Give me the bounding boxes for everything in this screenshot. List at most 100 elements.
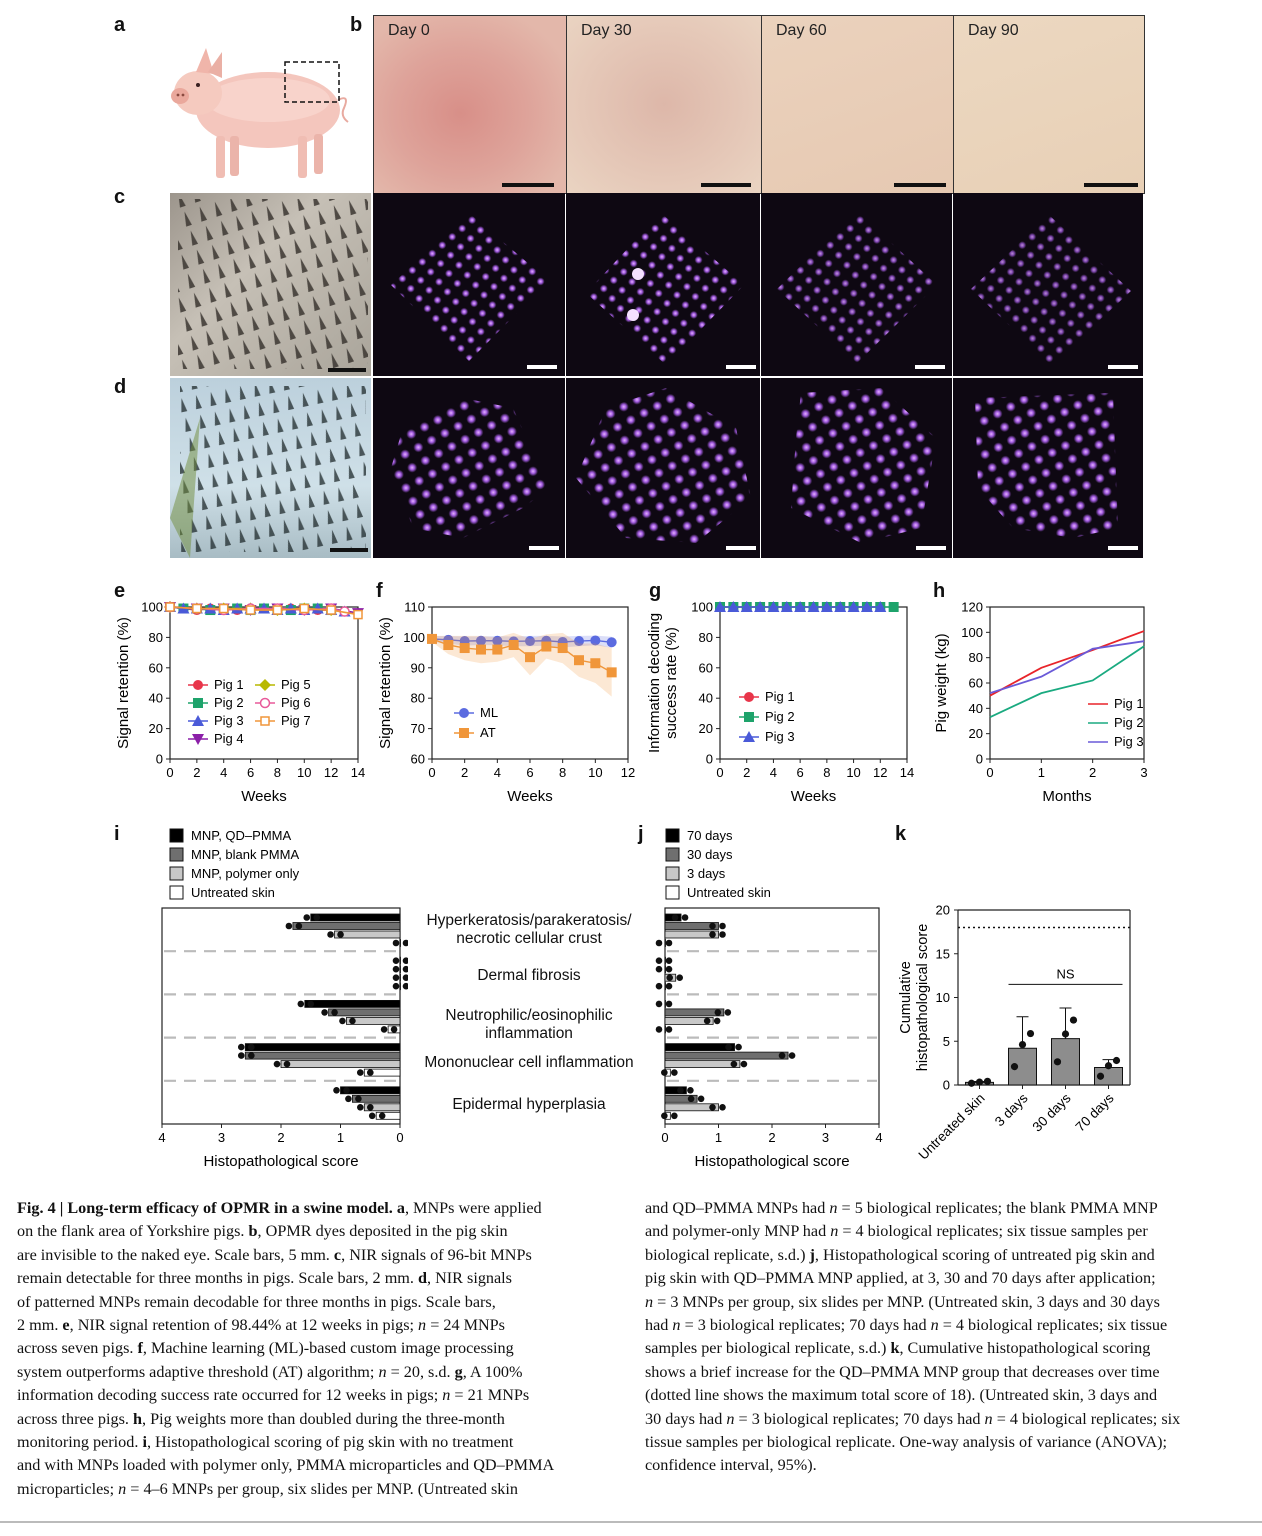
y-tick-label: 120 (961, 600, 983, 615)
x-tick-label: 4 (220, 765, 227, 780)
data-point (326, 605, 336, 615)
legend-label: Pig 1 (765, 689, 795, 704)
data-point (285, 922, 293, 930)
data-point (402, 974, 408, 981)
bar (304, 999, 401, 1008)
legend-marker (259, 697, 271, 709)
x-tick-label: Untreated skin (915, 1091, 987, 1163)
data-point (402, 939, 408, 947)
application-site-box (284, 61, 340, 103)
x-tick-label: 0 (986, 765, 993, 780)
legend-marker (259, 679, 271, 691)
x-tick-label: 1 (1038, 765, 1045, 780)
data-point (1069, 1016, 1078, 1024)
legend-item: Untreated skin (665, 885, 771, 900)
y-tick-label: 20 (699, 721, 713, 736)
legend-label: Pig 6 (281, 695, 311, 710)
data-point (313, 914, 321, 921)
data-point (655, 939, 663, 947)
x-tick-label: 0 (661, 1130, 668, 1145)
y-tick-label: 15 (936, 946, 950, 961)
scale-bar (1084, 183, 1138, 187)
legend-label: AT (480, 725, 496, 740)
page-divider (0, 1521, 1262, 1523)
series-pig-3 (989, 640, 1145, 694)
x-tick-label: 8 (823, 765, 830, 780)
bar (351, 1094, 401, 1103)
data-point (311, 602, 324, 614)
day-label: Day 0 (388, 22, 430, 39)
day-label: Day 60 (776, 22, 827, 39)
microneedle-pattern (178, 199, 368, 369)
data-point (794, 601, 807, 612)
data-point (367, 1104, 374, 1111)
caption-line: and QD–PMMA MNPs had n = 5 biological re… (645, 1199, 1158, 1217)
chart-pig-weight: 0 1 2 3 0 20 40 60 80 100 120 Months Pig weight (kg)… (933, 600, 1148, 806)
panel-label-f: f (376, 580, 383, 602)
legend-label: 30 days (687, 847, 733, 862)
data-point (192, 603, 202, 614)
legend-label: ML (480, 705, 498, 720)
data-point (590, 658, 601, 669)
bar (664, 922, 719, 930)
caption-line: system outperforms adaptive threshold (A… (17, 1362, 523, 1381)
y-axis-label: success rate (%) (663, 627, 680, 739)
data-point (525, 636, 535, 647)
data-point (709, 931, 716, 938)
scale-bar (916, 546, 946, 550)
data-point (343, 1087, 350, 1094)
x-tick-label: 6 (247, 765, 254, 780)
legend-swatch (169, 828, 184, 843)
legend-item: 3 days (665, 866, 726, 881)
series-line (989, 645, 1145, 719)
data-point (392, 965, 400, 973)
data-point (1104, 1062, 1113, 1070)
scale-bar (330, 548, 368, 552)
y-tick-label: 10 (936, 990, 950, 1005)
legend-label: MNP, QD–PMMA (191, 828, 291, 843)
x-tick-label: 6 (526, 765, 533, 780)
legend-item: MNP, polymer only (169, 866, 300, 881)
data-point (983, 1077, 992, 1085)
data-point (299, 603, 310, 614)
data-point (333, 1087, 340, 1094)
y-axis-label: Cumulative (898, 961, 914, 1034)
data-point (392, 939, 400, 947)
data-point (427, 633, 437, 644)
y-tick-label: 0 (943, 1078, 950, 1093)
bar (399, 956, 401, 965)
data-point (606, 667, 617, 678)
x-tick-label: 3 days (992, 1090, 1031, 1129)
panel-label-k: k (895, 823, 907, 845)
data-point (557, 643, 568, 654)
data-point (355, 1095, 362, 1103)
legend-marker (192, 734, 204, 745)
data-point (874, 601, 887, 612)
x-tick-label: 10 (588, 765, 602, 780)
legend-label: Pig 4 (214, 731, 244, 746)
panel-label-g: g (649, 580, 662, 602)
x-tick-label: 12 (621, 765, 635, 780)
y-tick-label: 110 (404, 600, 425, 615)
legend-label: Untreated skin (191, 885, 275, 900)
x-tick-label: 0 (428, 765, 435, 780)
caption-line: confidence interval, 95%). (645, 1456, 817, 1475)
legend-label: MNP, blank PMMA (191, 847, 299, 862)
chart-histopath-treatments: MNP, QD–PMMA MNP, blank PMMA MNP, polymer … (158, 828, 408, 1170)
y-tick-label: 100 (141, 600, 163, 615)
data-point (671, 914, 679, 921)
x-tick-label: 0 (166, 765, 173, 780)
data-point (713, 1017, 721, 1025)
x-tick-label: 2 (1089, 765, 1096, 780)
bar (664, 982, 666, 991)
bar (664, 999, 666, 1008)
bar (664, 1094, 698, 1103)
data-point (709, 1104, 716, 1111)
data-point (508, 640, 519, 650)
data-point (218, 603, 229, 614)
series-pig-2 (989, 645, 1145, 719)
data-point (687, 1087, 694, 1094)
skin-photo-day60: Day 60 (761, 15, 954, 194)
legend-marker (192, 715, 204, 726)
data-point (1096, 1072, 1105, 1080)
